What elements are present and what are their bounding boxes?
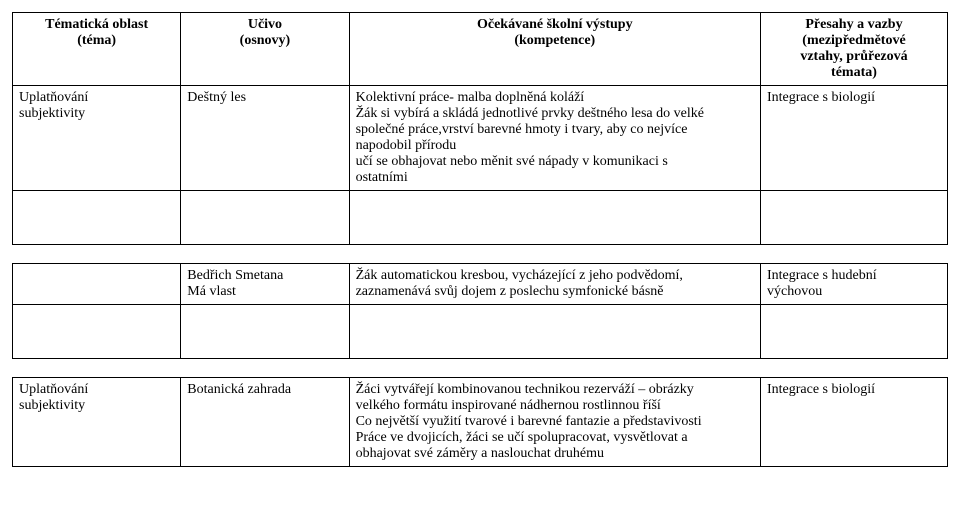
cell-text: učí se obhajovat nebo měnit své nápady v… — [356, 154, 754, 170]
cell-text: Integrace s biologií — [767, 382, 941, 398]
header-text: (téma) — [19, 33, 174, 49]
curriculum-table-2: Bedřich Smetana Má vlast Žák automaticko… — [12, 263, 948, 359]
cell-text: Co největší využití tvarové i barevné fa… — [356, 414, 754, 430]
cell-outcomes: Žák automatickou kresbou, vycházející z … — [349, 264, 760, 305]
cell-empty — [13, 305, 181, 359]
cell-links: Integrace s biologií — [760, 378, 947, 467]
cell-text: Integrace s biologií — [767, 90, 941, 106]
cell-empty — [181, 191, 349, 245]
curriculum-table-3: Uplatňování subjektivity Botanická zahra… — [12, 377, 948, 467]
cell-text: zaznamenává svůj dojem z poslechu symfon… — [356, 284, 754, 300]
table-row-empty — [13, 305, 948, 359]
cell-text: Botanická zahrada — [187, 382, 342, 398]
cell-text: obhajovat své záměry a naslouchat druhém… — [356, 446, 754, 462]
cell-content: Botanická zahrada — [181, 378, 349, 467]
cell-text: Bedřich Smetana — [187, 268, 342, 284]
header-text: Tématická oblast — [19, 17, 174, 33]
cell-text: Žák si vybírá a skládá jednotlivé prvky … — [356, 106, 754, 122]
header-content: Učivo (osnovy) — [181, 13, 349, 86]
header-text: vztahy, průřezová — [767, 49, 941, 65]
table-row: Uplatňování subjektivity Botanická zahra… — [13, 378, 948, 467]
cell-text: Deštný les — [187, 90, 342, 106]
table-row-empty — [13, 191, 948, 245]
cell-empty — [181, 305, 349, 359]
table-header-row: Tématická oblast (téma) Učivo (osnovy) O… — [13, 13, 948, 86]
cell-text: Práce ve dvojicích, žáci se učí spolupra… — [356, 430, 754, 446]
cell-empty — [349, 305, 760, 359]
cell-text: ostatními — [356, 170, 754, 186]
cell-links: Integrace s biologií — [760, 86, 947, 191]
header-text: (osnovy) — [187, 33, 342, 49]
table-row: Bedřich Smetana Má vlast Žák automaticko… — [13, 264, 948, 305]
header-text: Přesahy a vazby — [767, 17, 941, 33]
header-text: Očekávané školní výstupy — [356, 17, 754, 33]
header-outcomes: Očekávané školní výstupy (kompetence) — [349, 13, 760, 86]
header-links: Přesahy a vazby (mezipředmětové vztahy, … — [760, 13, 947, 86]
cell-empty — [13, 191, 181, 245]
header-text: (kompetence) — [356, 33, 754, 49]
cell-empty — [349, 191, 760, 245]
cell-links: Integrace s hudební výchovou — [760, 264, 947, 305]
cell-text: Uplatňování — [19, 382, 174, 398]
header-text: (mezipředmětové — [767, 33, 941, 49]
cell-text: subjektivity — [19, 398, 174, 414]
table-row: Uplatňování subjektivity Deštný les Kole… — [13, 86, 948, 191]
cell-outcomes: Kolektivní práce- malba doplněná koláží … — [349, 86, 760, 191]
cell-empty — [760, 305, 947, 359]
cell-text: Žáci vytvářejí kombinovanou technikou re… — [356, 382, 754, 398]
cell-theme: Uplatňování subjektivity — [13, 378, 181, 467]
cell-text: subjektivity — [19, 106, 174, 122]
cell-theme — [13, 264, 181, 305]
cell-outcomes: Žáci vytvářejí kombinovanou technikou re… — [349, 378, 760, 467]
cell-text: Má vlast — [187, 284, 342, 300]
cell-text: výchovou — [767, 284, 941, 300]
cell-text: společné práce,vrství barevné hmoty i tv… — [356, 122, 754, 138]
cell-text: napodobil přírodu — [356, 138, 754, 154]
cell-text: velkého formátu inspirované nádhernou ro… — [356, 398, 754, 414]
cell-content: Deštný les — [181, 86, 349, 191]
cell-text: Kolektivní práce- malba doplněná koláží — [356, 90, 754, 106]
cell-text: Žák automatickou kresbou, vycházející z … — [356, 268, 754, 284]
cell-theme: Uplatňování subjektivity — [13, 86, 181, 191]
header-text: témata) — [767, 65, 941, 81]
cell-text: Uplatňování — [19, 90, 174, 106]
cell-empty — [760, 191, 947, 245]
curriculum-table-1: Tématická oblast (téma) Učivo (osnovy) O… — [12, 12, 948, 245]
cell-text: Integrace s hudební — [767, 268, 941, 284]
header-text: Učivo — [187, 17, 342, 33]
cell-content: Bedřich Smetana Má vlast — [181, 264, 349, 305]
header-theme: Tématická oblast (téma) — [13, 13, 181, 86]
